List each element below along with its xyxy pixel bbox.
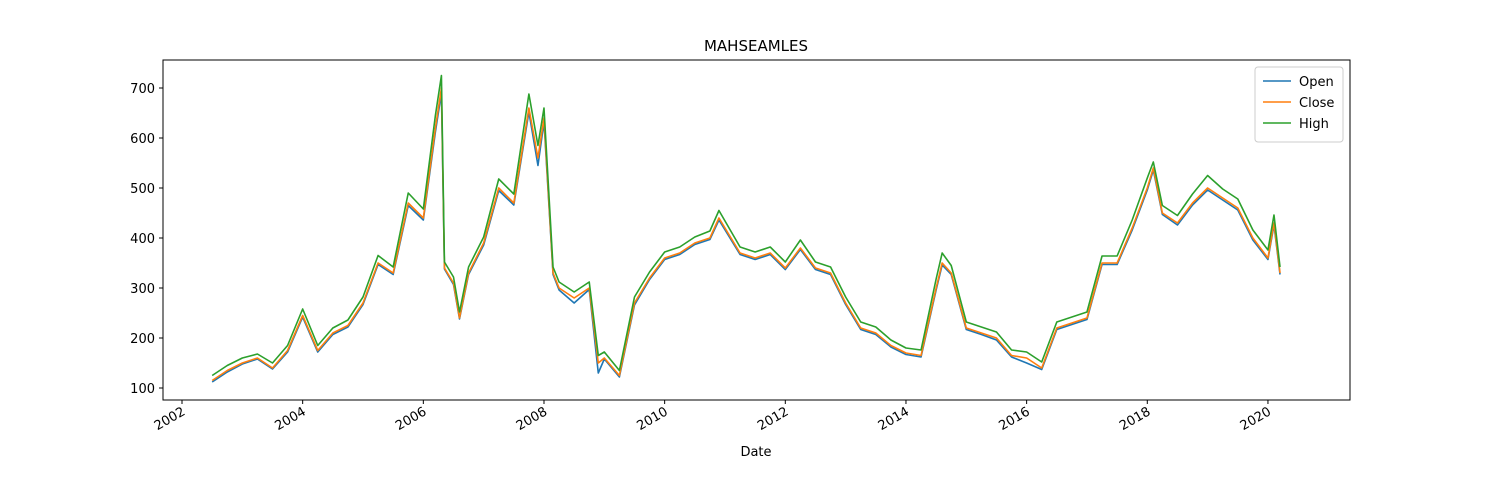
x-axis-label: Date [740, 445, 771, 460]
series-line [211, 87, 1281, 382]
x-tick-label: 2014 [876, 404, 912, 434]
legend-label: Close [1299, 96, 1334, 111]
y-tick-label: 500 [130, 182, 155, 197]
y-tick-label: 100 [130, 382, 155, 397]
x-tick-label: 2002 [152, 404, 188, 434]
x-tick-label: 2020 [1238, 404, 1274, 434]
y-tick-label: 400 [130, 232, 155, 247]
x-tick-label: 2006 [393, 404, 429, 434]
chart-title: MAHSEAMLES [704, 37, 808, 55]
y-tick-label: 200 [130, 332, 155, 347]
x-tick-label: 2016 [996, 404, 1032, 434]
y-tick-label: 700 [130, 82, 155, 97]
y-tick-label: 600 [130, 132, 155, 147]
x-tick-label: 2018 [1117, 404, 1153, 434]
x-tick-label: 2010 [634, 404, 670, 434]
legend-label: Open [1299, 75, 1334, 90]
x-tick-label: 2004 [273, 404, 309, 434]
x-tick-label: 2012 [755, 404, 791, 434]
series-line [211, 92, 1281, 383]
plot-frame [162, 59, 1351, 401]
series-line [211, 74, 1281, 377]
y-tick-label: 300 [130, 282, 155, 297]
x-tick-label: 2008 [514, 404, 550, 434]
legend-label: High [1299, 117, 1329, 132]
